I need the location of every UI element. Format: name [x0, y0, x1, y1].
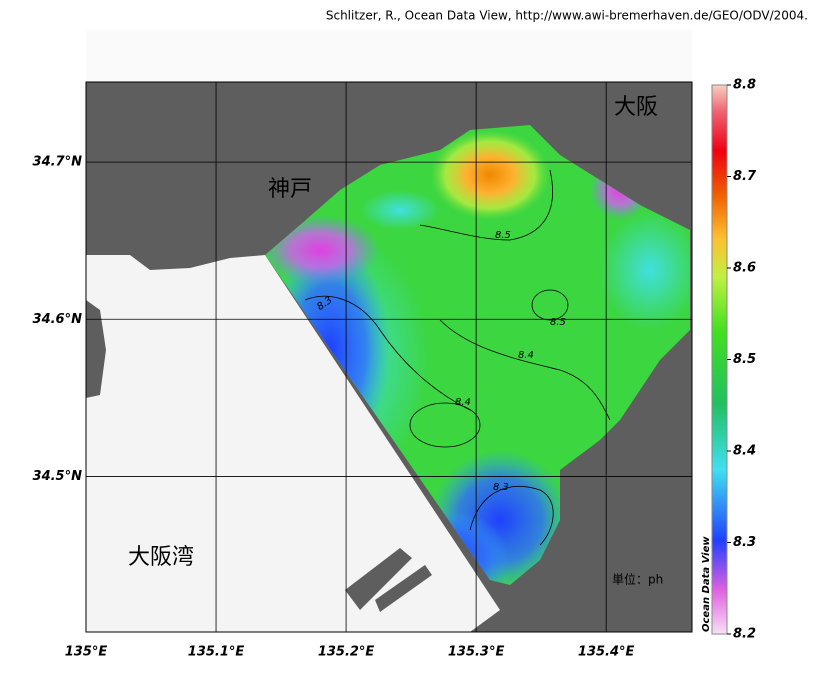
- contour: [469, 486, 554, 546]
- header-band: [86, 30, 692, 82]
- x-tick-label: 135°E: [65, 645, 108, 660]
- colorbar-tick-label: 8.2: [733, 627, 756, 642]
- y-tick-label: 34.5°N: [33, 469, 83, 484]
- contour: [304, 296, 471, 411]
- contour: [531, 289, 569, 321]
- colorbar-tick-label: 8.6: [733, 261, 756, 276]
- contour: [439, 319, 611, 421]
- x-tick-label: 135.3°E: [448, 645, 505, 660]
- colorbar-title: Ocean Data View: [701, 536, 712, 632]
- x-tick-label: 135.2°E: [318, 645, 375, 660]
- contour-label: 8.5: [550, 317, 566, 328]
- y-tick-label: 34.7°N: [33, 155, 83, 170]
- land: [375, 565, 432, 612]
- map-area: [86, 82, 692, 632]
- x-tick-label: 135.1°E: [188, 645, 245, 660]
- land: [86, 300, 106, 398]
- contour: [419, 169, 553, 241]
- colorbar-tick-label: 8.3: [733, 535, 756, 550]
- credit: Schlitzer, R., Ocean Data View, http://w…: [326, 9, 808, 23]
- place-label: 大阪湾: [128, 545, 194, 570]
- colorbar: [711, 84, 728, 635]
- colorbar-tick-label: 8.4: [733, 444, 756, 459]
- colorbar-tick-label: 8.5: [733, 352, 756, 367]
- contour-label: 8.4: [455, 397, 471, 408]
- contour-label: 8.5: [495, 230, 511, 241]
- colorbar-tick-label: 8.8: [733, 78, 756, 93]
- y-tick-label: 34.6°N: [33, 312, 83, 327]
- place-label: 大阪: [614, 95, 658, 120]
- land: [345, 548, 412, 610]
- contour-label: 8.4: [518, 350, 534, 361]
- colorbar-tick-label: 8.7: [733, 169, 757, 184]
- place-label: 神戸: [268, 177, 312, 202]
- unit-label: 単位：ph: [612, 572, 663, 587]
- sea: [86, 255, 500, 632]
- x-tick-label: 135.4°E: [578, 645, 635, 660]
- contour: [409, 402, 481, 448]
- contour-label: 8.3: [493, 482, 509, 493]
